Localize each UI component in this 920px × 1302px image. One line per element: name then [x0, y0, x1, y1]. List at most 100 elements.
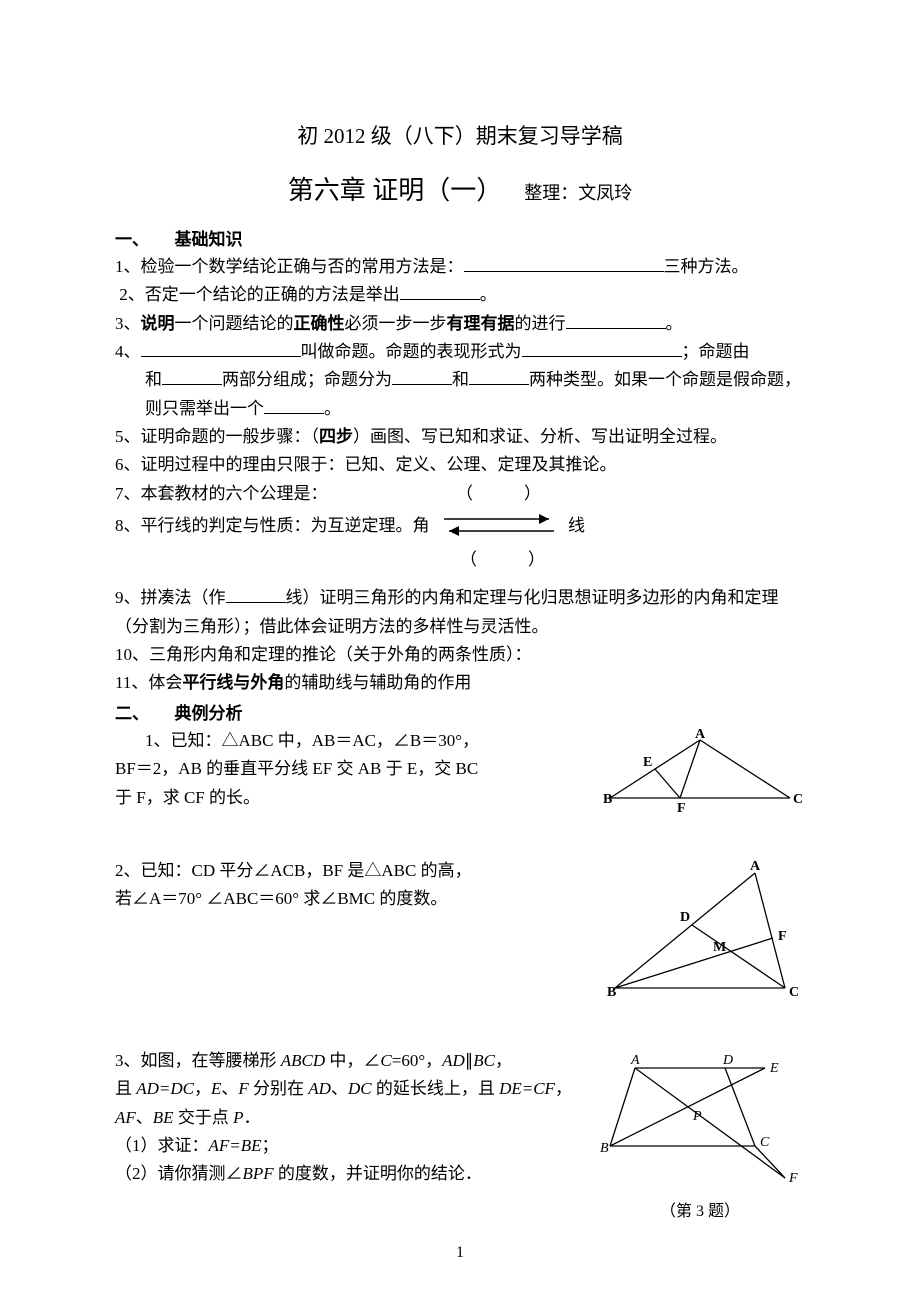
ex3-l4: （1）求证：AF=BE； — [115, 1133, 577, 1159]
author-label: 整理：文凤玲 — [524, 183, 632, 203]
q3-g: 的进行 — [515, 314, 566, 333]
q4-i: 。 — [324, 399, 341, 418]
q9-l2: （分割为三角形）；借此体会证明方法的多样性与灵活性。 — [115, 614, 805, 640]
q4-b: 叫做命题。命题的表现形式为 — [301, 342, 522, 361]
q3-d: 正确性 — [294, 314, 345, 333]
t: AF — [115, 1108, 136, 1127]
t: （2）请你猜测∠ — [115, 1164, 243, 1183]
diagram-3-caption: （第 3 题） — [595, 1197, 805, 1221]
q3-c: 一个问题结论的 — [175, 314, 294, 333]
t: BE — [153, 1108, 174, 1127]
q9-a: 9、拼凑法（作 — [115, 588, 226, 607]
t: DE=CF — [499, 1079, 555, 1098]
q9-l1: 9、拼凑法（作线）证明三角形的内角和定理与化归思想证明多边形的内角和定理 — [115, 585, 805, 611]
t: ． — [243, 1108, 260, 1127]
q3-f: 有理有据 — [447, 314, 515, 333]
t: 交于点 — [174, 1108, 234, 1127]
section2-heading: 二、 典例分析 — [115, 699, 805, 724]
label-C: C — [760, 1135, 770, 1150]
q6: 6、证明过程中的理由只限于：已知、定义、公理、定理及其推论。 — [115, 452, 805, 478]
t: 中，∠ — [325, 1051, 380, 1070]
q11-c: 的辅助线与辅助角的作用 — [284, 673, 471, 692]
diagram-2: A B C D F M — [595, 858, 805, 1008]
label-F: F — [788, 1171, 798, 1186]
arrow-icon — [434, 509, 564, 545]
q2: 2、否定一个结论的正确的方法是举出 。 — [115, 282, 805, 308]
t: =60°， — [392, 1051, 442, 1070]
q3-e: 必须一步一步 — [345, 314, 447, 333]
t: 、 — [331, 1079, 348, 1098]
ex1-l1: 1、已知：△ABC 中，AB＝AC，∠B＝30°， — [145, 728, 577, 754]
chapter-row: 第六章 证明（一） 整理：文凤玲 — [115, 170, 805, 207]
label-F: F — [677, 801, 686, 813]
ex3-l1: 3、如图，在等腰梯形 ABCD 中，∠C=60°，AD∥BC， — [115, 1048, 577, 1074]
t: F — [238, 1079, 248, 1098]
q7-text: 7、本套教材的六个公理是： — [115, 484, 328, 503]
ex3-l5: （2）请你猜测∠BPF 的度数，并证明你的结论． — [115, 1161, 577, 1187]
paren-bottom-row: （ ） — [115, 547, 805, 573]
t: ABCD — [281, 1051, 325, 1070]
q4-a: 4、 — [115, 342, 141, 361]
q11-a: 11、体会 — [115, 673, 182, 692]
label-A: A — [750, 859, 761, 874]
ex2-l1: 2、已知：CD 平分∠ACB，BF 是△ABC 的高， — [115, 858, 577, 884]
blank — [464, 255, 664, 272]
q4-d: 和 — [145, 370, 162, 389]
label-A: A — [630, 1053, 640, 1068]
label-E: E — [769, 1061, 779, 1076]
diagram-3: A D E B C F P （第 3 题） — [595, 1048, 805, 1221]
q5-a: 5、证明命题的一般步骤：（ — [115, 427, 319, 446]
blank — [469, 368, 529, 385]
q1-text-b: 三种方法。 — [664, 257, 749, 276]
blank — [392, 368, 452, 385]
label-D: D — [722, 1053, 733, 1068]
q4-f: 和 — [452, 370, 469, 389]
q4-g: 两种类型。如果一个命题是假命题， — [529, 370, 801, 389]
label-B: B — [600, 1141, 609, 1156]
section1-heading: 一、 基础知识 — [115, 225, 805, 250]
t: AD — [308, 1079, 331, 1098]
q5-c: ）画图、写已知和求证、分析、写出证明全过程。 — [353, 427, 727, 446]
paren-top: （ ） — [456, 484, 541, 503]
blank — [522, 340, 682, 357]
t: 的度数，并证明你的结论． — [274, 1164, 482, 1183]
q8-b: 线 — [568, 516, 585, 535]
q2-text-b: 。 — [480, 285, 497, 304]
label-C: C — [789, 985, 799, 1000]
blank — [141, 340, 301, 357]
q3: 3、说明一个问题结论的正确性必须一步一步有理有据的进行 。 — [115, 311, 805, 337]
diagram-1: A B C E F — [595, 728, 805, 818]
ex3-l3: AF、BE 交于点 P． — [115, 1105, 577, 1131]
q7: 7、本套教材的六个公理是： （ ） — [115, 481, 805, 507]
ex1-l3: 于 F，求 CF 的长。 — [115, 785, 577, 811]
q3-b: 说明 — [141, 314, 175, 333]
t: BC — [473, 1051, 495, 1070]
t: AD=DC — [136, 1079, 194, 1098]
t: AD — [442, 1051, 465, 1070]
t: 3、如图，在等腰梯形 — [115, 1051, 281, 1070]
t: （1）求证： — [115, 1136, 209, 1155]
page-number: 1 — [0, 1244, 920, 1262]
t: 的延长线上，且 — [372, 1079, 500, 1098]
q4-c: ；命题由 — [682, 342, 750, 361]
q10: 10、三角形内角和定理的推论（关于外角的两条性质）： — [115, 642, 805, 668]
chapter-title: 第六章 证明（一） — [288, 176, 503, 205]
q2-text-a: 2、否定一个结论的正确的方法是举出 — [119, 285, 400, 304]
q11-b: 平行线与外角 — [182, 673, 284, 692]
t: BPF — [243, 1164, 274, 1183]
t: 且 — [115, 1079, 136, 1098]
t: ， — [555, 1079, 572, 1098]
q3-h: 。 — [666, 314, 683, 333]
label-P: P — [692, 1109, 702, 1124]
blank — [226, 586, 286, 603]
q1: 1、检验一个数学结论正确与否的常用方法是：三种方法。 — [115, 254, 805, 280]
t: E — [211, 1079, 221, 1098]
q4-e: 两部分组成；命题分为 — [222, 370, 392, 389]
t: ； — [262, 1136, 279, 1155]
doc-title: 初 2012 级（八下）期末复习导学稿 — [115, 120, 805, 150]
q3-a: 3、 — [115, 314, 141, 333]
paren-bottom: （ ） — [460, 550, 545, 569]
t: ， — [495, 1051, 512, 1070]
q4-l2: 和 两部分组成；命题分为 和 两种类型。如果一个命题是假命题， — [115, 367, 805, 393]
t: 分别在 — [249, 1079, 309, 1098]
